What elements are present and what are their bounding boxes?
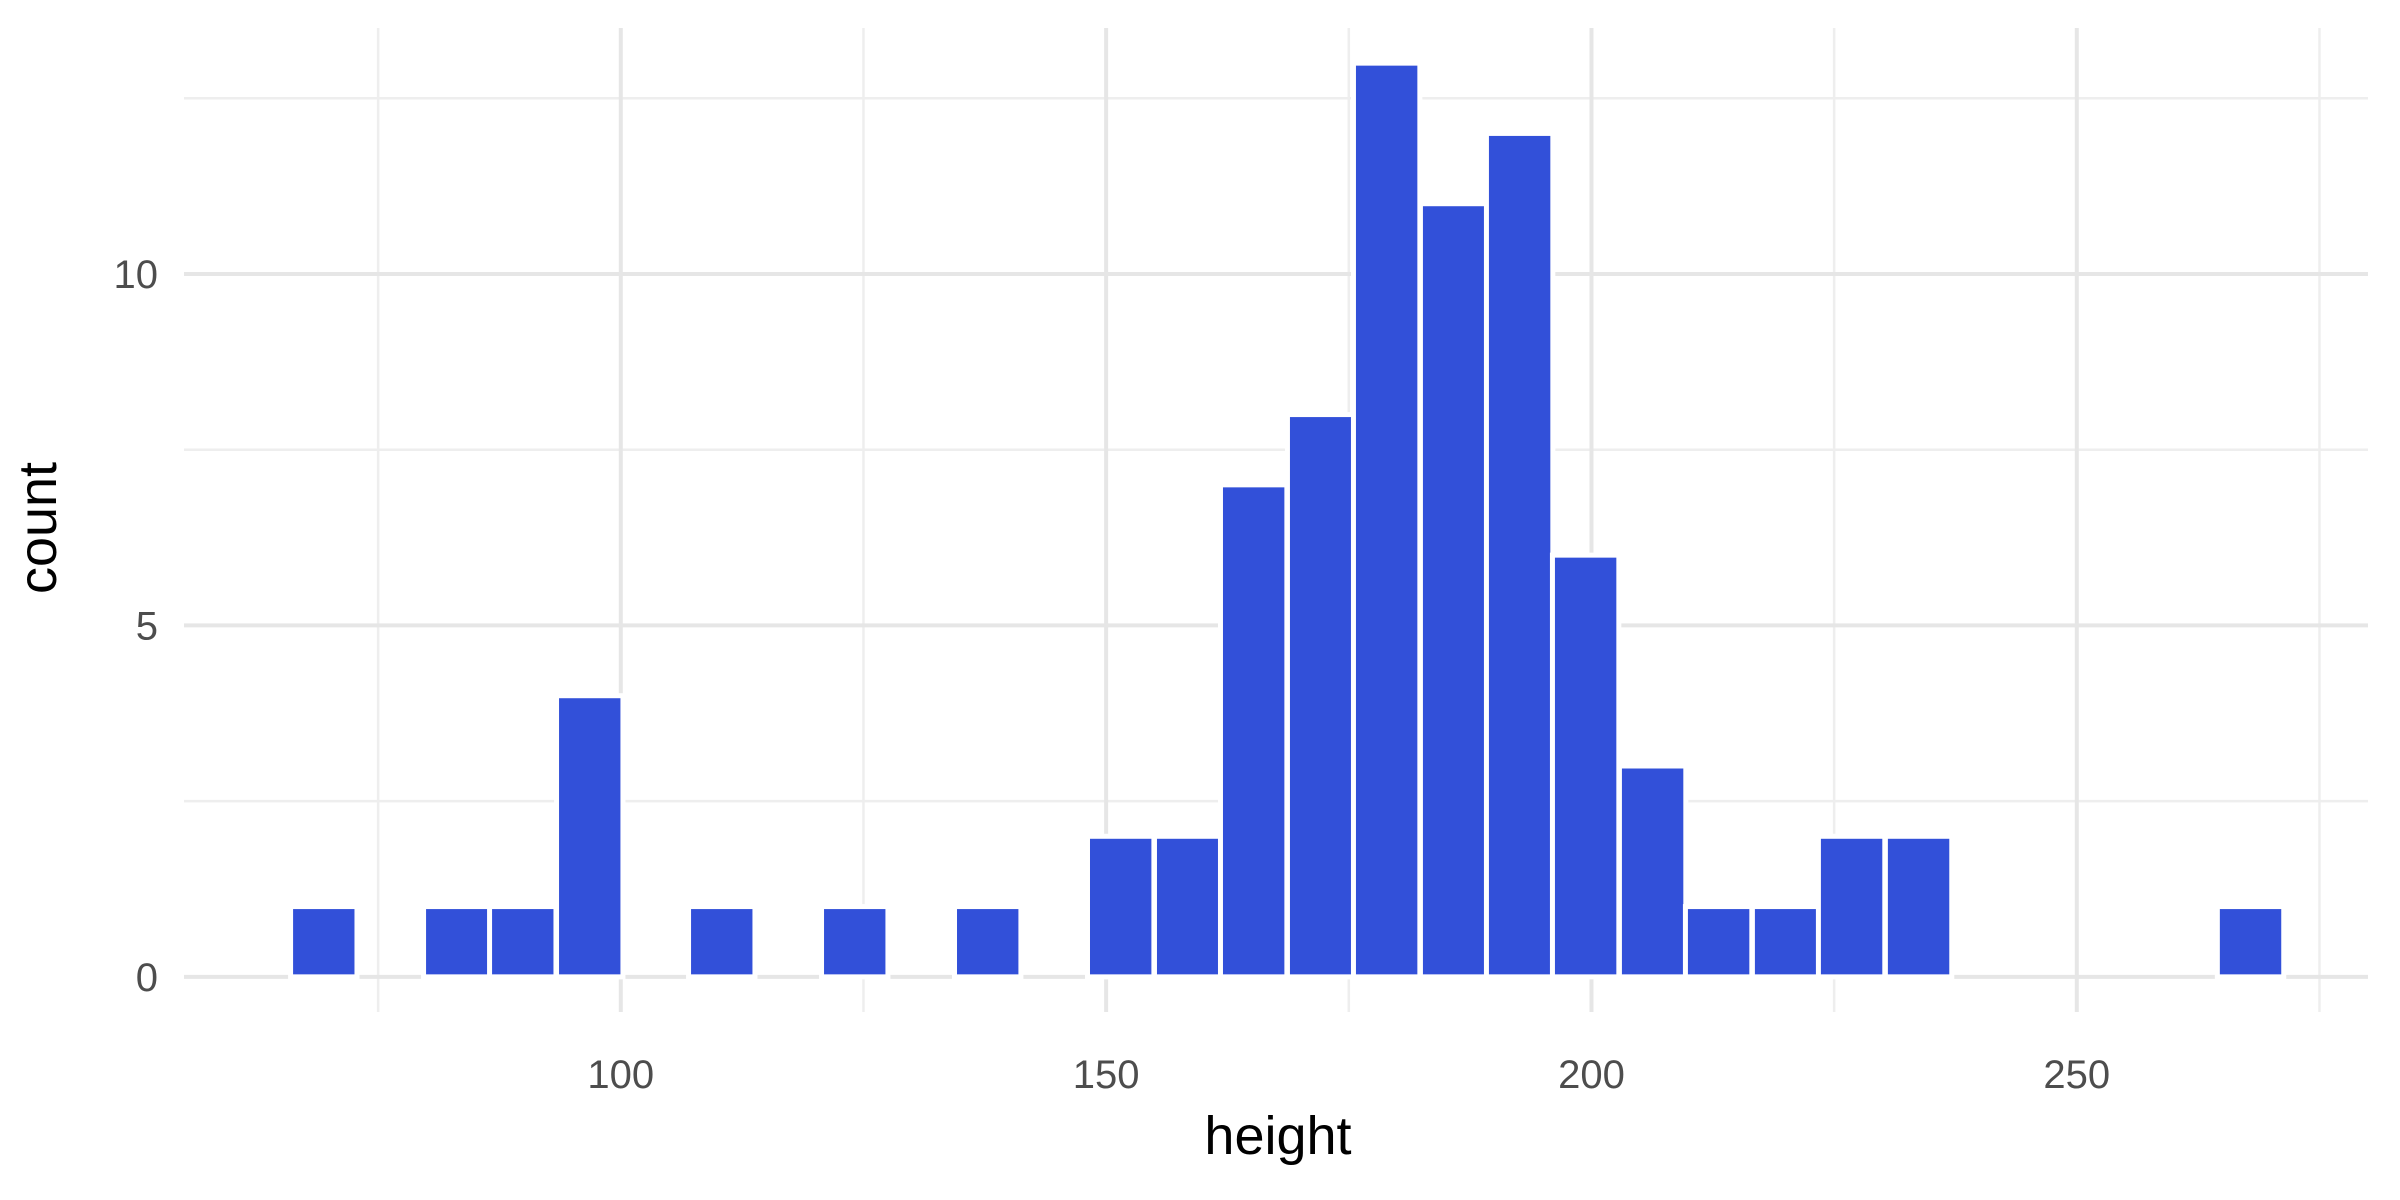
x-axis-tick-labels: 100 150 200 250	[587, 1053, 2110, 1097]
histogram-bar	[288, 904, 360, 980]
histogram-bars	[288, 60, 2287, 980]
y-tick-label: 0	[136, 956, 158, 1000]
histogram-bar	[1151, 833, 1224, 980]
histogram-bar	[1284, 412, 1357, 980]
histogram-bar	[421, 904, 493, 980]
histogram-bar	[1417, 201, 1490, 980]
histogram-bar	[1815, 833, 1888, 980]
histogram-bar	[1882, 833, 1955, 980]
histogram-bar	[1483, 130, 1556, 980]
histogram-bar	[2214, 904, 2287, 980]
x-tick-label: 200	[1558, 1053, 1625, 1097]
histogram-bar	[1084, 833, 1157, 980]
histogram-bar	[1749, 904, 1822, 980]
histogram-bar	[1616, 763, 1689, 980]
x-tick-label: 150	[1073, 1053, 1140, 1097]
histogram-bar	[554, 693, 626, 980]
histogram-bar	[952, 904, 1024, 980]
x-tick-label: 250	[2043, 1053, 2110, 1097]
histogram-bar	[1350, 60, 1423, 980]
histogram-bar	[686, 904, 758, 980]
x-tick-label: 100	[587, 1053, 654, 1097]
y-axis-tick-labels: 0 5 10	[114, 253, 159, 1000]
histogram-bar	[1549, 552, 1622, 980]
x-axis-title: height	[1204, 1106, 1351, 1166]
histogram-bar	[487, 904, 559, 980]
histogram-bar	[1682, 904, 1755, 980]
y-tick-label: 5	[136, 604, 158, 648]
y-axis-title: count	[8, 462, 68, 594]
histogram-bar	[819, 904, 891, 980]
y-tick-label: 10	[114, 253, 159, 297]
histogram-bar	[1217, 482, 1290, 980]
